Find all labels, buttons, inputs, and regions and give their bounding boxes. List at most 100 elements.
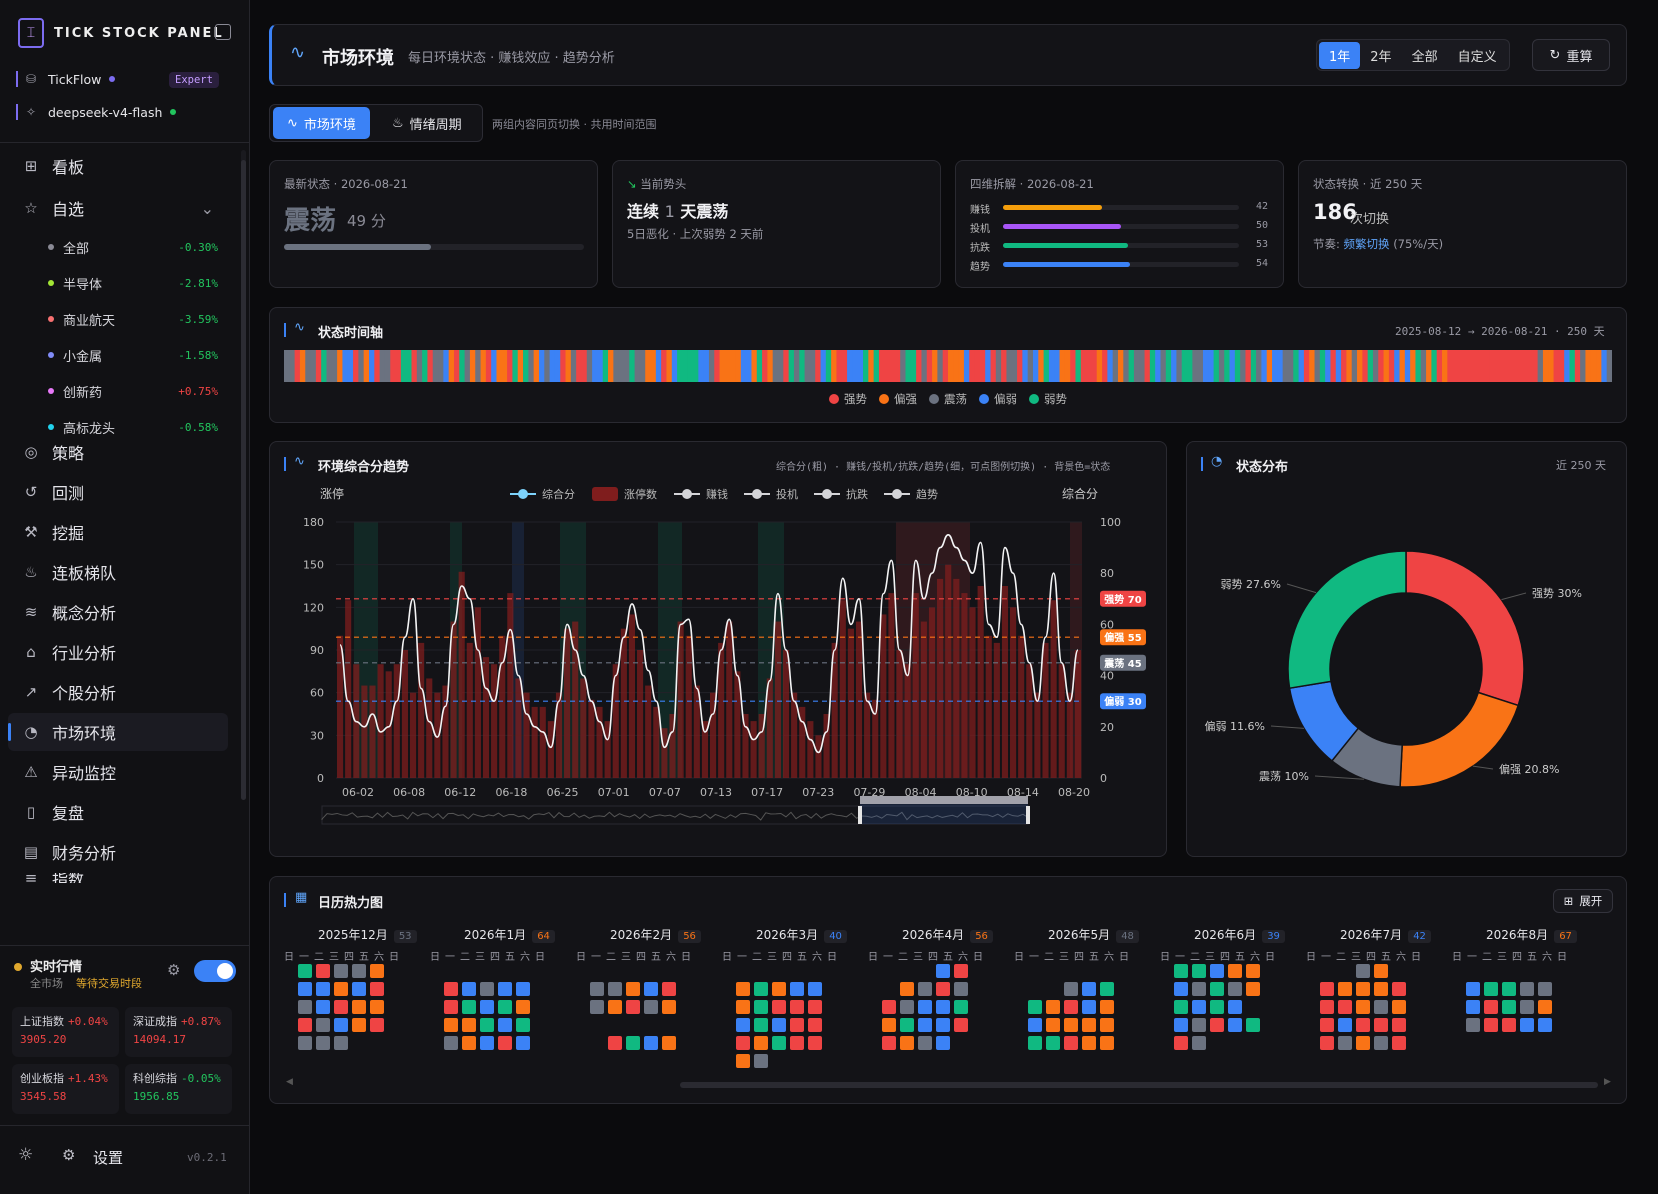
range-all[interactable]: 全部 — [1411, 49, 1438, 65]
calendar-day-cell[interactable] — [754, 1054, 768, 1068]
calendar-day-cell[interactable] — [662, 982, 676, 996]
calendar-day-cell[interactable] — [1174, 964, 1188, 978]
index-tile[interactable]: 创业板指 +1.43% 3545.58 — [12, 1064, 119, 1114]
calendar-day-cell[interactable] — [516, 1018, 530, 1032]
calendar-day-cell[interactable] — [936, 1000, 950, 1014]
range-custom[interactable]: 自定义 — [1457, 49, 1497, 65]
calendar-day-cell[interactable] — [808, 982, 822, 996]
calendar-day-cell[interactable] — [1484, 1018, 1498, 1032]
gear-icon[interactable]: ⚙ — [167, 961, 181, 979]
calendar-day-cell[interactable] — [662, 1036, 676, 1050]
calendar-day-cell[interactable] — [334, 982, 348, 996]
calendar-day-cell[interactable] — [1392, 1018, 1406, 1032]
calendar-day-cell[interactable] — [498, 982, 512, 996]
calendar-day-cell[interactable] — [1356, 982, 1370, 996]
calendar-day-cell[interactable] — [662, 1000, 676, 1014]
calendar-day-cell[interactable] — [1064, 1018, 1078, 1032]
trend-chart[interactable]: 0 30 60 90 120 150 180 0 20 40 60 80 100 涨停 综合分 综合分 涨停数 赚… — [270, 476, 1166, 856]
watch-item[interactable]: 小金属 -1.58% — [48, 344, 218, 366]
calendar-day-cell[interactable] — [334, 1036, 348, 1050]
index-tile[interactable]: 上证指数 +0.04% 3905.20 — [12, 1007, 119, 1057]
calendar-day-cell[interactable] — [1320, 1018, 1334, 1032]
calendar-day-cell[interactable] — [900, 982, 914, 996]
calendar-day-cell[interactable] — [936, 964, 950, 978]
realtime-toggle[interactable] — [194, 960, 236, 982]
calendar-day-cell[interactable] — [1320, 1000, 1334, 1014]
calendar-day-cell[interactable] — [298, 964, 312, 978]
calendar-day-cell[interactable] — [1210, 1000, 1224, 1014]
calendar-day-cell[interactable] — [1174, 982, 1188, 996]
calendar-day-cell[interactable] — [352, 1018, 366, 1032]
calendar-day-cell[interactable] — [516, 1000, 530, 1014]
nav-item-2[interactable]: ◎ 策略 — [8, 433, 228, 471]
calendar-day-cell[interactable] — [936, 1018, 950, 1032]
calendar-day-cell[interactable] — [1210, 964, 1224, 978]
calendar-day-cell[interactable] — [772, 1018, 786, 1032]
calendar-day-cell[interactable] — [1502, 1018, 1516, 1032]
nav-item-8[interactable]: ↗ 个股分析 — [8, 673, 228, 711]
calendar-day-cell[interactable] — [462, 1018, 476, 1032]
calendar-day-cell[interactable] — [1356, 1036, 1370, 1050]
calendar-day-cell[interactable] — [1082, 1000, 1096, 1014]
calendar-day-cell[interactable] — [1046, 1018, 1060, 1032]
calendar-day-cell[interactable] — [1520, 982, 1534, 996]
calendar-day-cell[interactable] — [790, 1000, 804, 1014]
calendar-day-cell[interactable] — [772, 982, 786, 996]
calendar-day-cell[interactable] — [1082, 1018, 1096, 1032]
calendar-day-cell[interactable] — [918, 1036, 932, 1050]
calendar-day-cell[interactable] — [608, 1036, 622, 1050]
calendar-day-cell[interactable] — [1320, 1036, 1334, 1050]
calendar-day-cell[interactable] — [1538, 982, 1552, 996]
calendar-day-cell[interactable] — [1538, 1018, 1552, 1032]
tab-emotion-cycle[interactable]: ♨ 情绪周期 — [378, 107, 476, 139]
nav-item-5[interactable]: ♨ 连板梯队 — [8, 553, 228, 591]
calendar-day-cell[interactable] — [1228, 964, 1242, 978]
calendar-day-cell[interactable] — [882, 1018, 896, 1032]
nav-item-12[interactable]: ▤ 财务分析 — [8, 833, 228, 871]
settings-gear-icon[interactable]: ⚙ — [62, 1146, 76, 1164]
calendar-day-cell[interactable] — [954, 1018, 968, 1032]
calendar-day-cell[interactable] — [1374, 1000, 1388, 1014]
calendar-day-cell[interactable] — [316, 982, 330, 996]
calendar-day-cell[interactable] — [736, 982, 750, 996]
index-tile[interactable]: 深证成指 +0.87% 14094.17 — [125, 1007, 232, 1057]
watch-item[interactable]: 高标龙头 -0.58% — [48, 416, 218, 438]
calendar-day-cell[interactable] — [1192, 964, 1206, 978]
calendar-day-cell[interactable] — [316, 1018, 330, 1032]
sun-icon[interactable]: ☼ — [18, 1145, 34, 1165]
calendar-day-cell[interactable] — [1338, 982, 1352, 996]
nav-item-6[interactable]: ≋ 概念分析 — [8, 593, 228, 631]
data-source-row[interactable]: ⛁ TickFlow — [16, 71, 116, 87]
calendar-day-cell[interactable] — [480, 1018, 494, 1032]
calendar-day-cell[interactable] — [608, 1000, 622, 1014]
calendar-day-cell[interactable] — [1064, 1000, 1078, 1014]
calendar-day-cell[interactable] — [1100, 1000, 1114, 1014]
calendar-day-cell[interactable] — [298, 1036, 312, 1050]
calendar-day-cell[interactable] — [1210, 982, 1224, 996]
calendar-day-cell[interactable] — [1374, 1018, 1388, 1032]
calendar-day-cell[interactable] — [444, 982, 458, 996]
settings-link[interactable]: 设置 — [93, 1149, 124, 1167]
calendar-day-cell[interactable] — [1502, 982, 1516, 996]
range-2y[interactable]: 2年 — [1370, 49, 1392, 65]
calendar-day-cell[interactable] — [462, 1036, 476, 1050]
index-tile[interactable]: 科创综指 -0.05% 1956.85 — [125, 1064, 232, 1114]
calendar-day-cell[interactable] — [1392, 1036, 1406, 1050]
calendar-day-cell[interactable] — [480, 1000, 494, 1014]
calendar-day-cell[interactable] — [772, 1036, 786, 1050]
calendar-day-cell[interactable] — [1374, 982, 1388, 996]
calendar-day-cell[interactable] — [808, 1018, 822, 1032]
calendar-day-cell[interactable] — [1192, 982, 1206, 996]
calendar-day-cell[interactable] — [918, 1000, 932, 1014]
calendar-day-cell[interactable] — [1028, 1000, 1042, 1014]
calendar-day-cell[interactable] — [626, 1000, 640, 1014]
model-row[interactable]: ✧ deepseek-v4-flash — [16, 104, 177, 120]
recalc-button[interactable]: ↻ 重算 — [1532, 39, 1610, 71]
calendar-day-cell[interactable] — [790, 1036, 804, 1050]
calendar-day-cell[interactable] — [1064, 982, 1078, 996]
calendar-day-cell[interactable] — [1246, 982, 1260, 996]
calendar-day-cell[interactable] — [1174, 1036, 1188, 1050]
calendar-day-cell[interactable] — [462, 1000, 476, 1014]
calendar-day-cell[interactable] — [900, 1036, 914, 1050]
calendar-day-cell[interactable] — [1100, 1036, 1114, 1050]
